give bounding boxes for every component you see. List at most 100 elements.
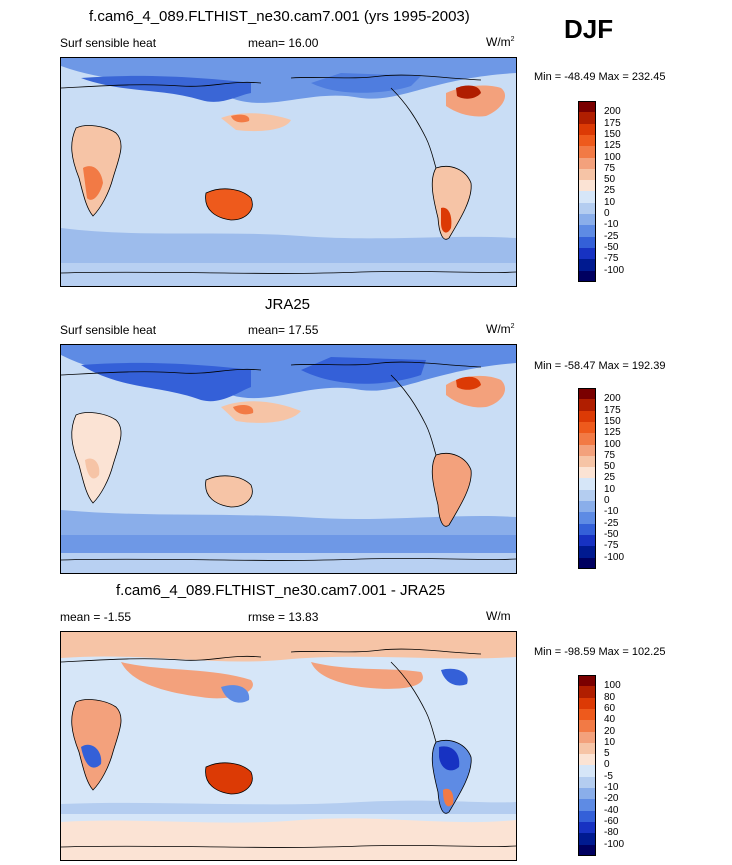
colorbar-label: 20 bbox=[604, 725, 616, 737]
panel-3-mean-label: mean = -1.55 bbox=[60, 610, 132, 624]
colorbar-swatch bbox=[578, 478, 596, 491]
panel-1-title: f.cam6_4_089.FLTHIST_ne30.cam7.001 (yrs … bbox=[89, 8, 470, 25]
colorbar-swatch bbox=[578, 765, 596, 778]
colorbar-swatch bbox=[578, 534, 596, 547]
colorbar-swatch bbox=[578, 191, 596, 204]
colorbar-swatch bbox=[578, 388, 596, 400]
colorbar-swatch bbox=[578, 720, 596, 732]
colorbar-label: 50 bbox=[604, 461, 616, 473]
colorbar-label: -100 bbox=[604, 838, 625, 850]
colorbar-swatch bbox=[578, 821, 596, 834]
colorbar-swatch bbox=[578, 708, 596, 721]
colorbar-swatch bbox=[578, 697, 596, 710]
colorbar-swatch bbox=[578, 788, 596, 800]
colorbar-swatch bbox=[578, 123, 596, 136]
panel-1-map bbox=[60, 57, 517, 287]
colorbar-swatch bbox=[578, 421, 596, 434]
colorbar-label: 75 bbox=[604, 449, 616, 461]
colorbar-swatch bbox=[578, 754, 596, 766]
panel-3-title: f.cam6_4_089.FLTHIST_ne30.cam7.001 - JRA… bbox=[116, 582, 446, 599]
colorbar-label: 10 bbox=[604, 736, 616, 748]
colorbar-swatch bbox=[578, 512, 596, 525]
colorbar-label: 0 bbox=[604, 759, 610, 771]
colorbar-label: 0 bbox=[604, 208, 610, 219]
colorbar-swatch bbox=[578, 202, 596, 215]
colorbar-swatch bbox=[578, 810, 596, 823]
panel-1-units: W/m2 bbox=[486, 35, 515, 49]
colorbar-swatch bbox=[578, 101, 596, 113]
panel-1-variable-label: Surf sensible heat bbox=[60, 36, 157, 50]
colorbar-swatch bbox=[578, 214, 596, 226]
colorbar-label: -10 bbox=[604, 782, 619, 793]
colorbar-label: -50 bbox=[604, 241, 619, 253]
colorbar-label: 50 bbox=[604, 174, 616, 186]
panel-3-rmse-label: rmse = 13.83 bbox=[248, 610, 319, 624]
panel-1-colorbar: 200 175 150 125 100 75 50 25 10 0 -10 -25 -50 -75 -100 bbox=[578, 101, 638, 283]
colorbar-label: 60 bbox=[604, 702, 616, 714]
colorbar-swatch bbox=[578, 523, 596, 536]
panel-2-variable-label: Surf sensible heat bbox=[60, 323, 157, 337]
colorbar-swatch bbox=[578, 410, 596, 423]
panel-1-minmax: Min = -48.49 Max = 232.45 bbox=[534, 71, 666, 83]
colorbar-label: -60 bbox=[604, 815, 619, 827]
colorbar-swatch bbox=[578, 489, 596, 502]
colorbar-label: -100 bbox=[604, 264, 625, 276]
colorbar-label: 10 bbox=[604, 483, 616, 495]
colorbar-label: 100 bbox=[604, 680, 621, 692]
colorbar-swatch bbox=[578, 399, 596, 412]
colorbar-label: 175 bbox=[604, 404, 621, 416]
colorbar-swatch bbox=[578, 168, 596, 181]
panel-2-mean-label: mean= 17.55 bbox=[248, 323, 319, 337]
panel-2-minmax: Min = -58.47 Max = 192.39 bbox=[534, 360, 666, 372]
colorbar-swatch bbox=[578, 455, 596, 468]
colorbar-swatch bbox=[578, 686, 596, 699]
colorbar-swatch bbox=[578, 742, 596, 755]
colorbar-swatch bbox=[578, 180, 596, 192]
colorbar-label: -25 bbox=[604, 230, 619, 242]
panel-2-title: JRA25 bbox=[265, 296, 311, 313]
colorbar-swatch bbox=[578, 236, 596, 249]
colorbar-label: -50 bbox=[604, 528, 619, 540]
colorbar-swatch bbox=[578, 776, 596, 789]
colorbar-label: 100 bbox=[604, 151, 621, 163]
colorbar-swatch bbox=[578, 259, 596, 271]
colorbar-swatch bbox=[578, 557, 596, 570]
colorbar-label: 100 bbox=[604, 438, 621, 450]
colorbar-label: -5 bbox=[604, 770, 613, 782]
colorbar-swatch bbox=[578, 731, 596, 744]
colorbar-label: -75 bbox=[604, 253, 619, 265]
colorbar-label: -80 bbox=[604, 827, 619, 839]
colorbar-swatch bbox=[578, 467, 596, 479]
panel-2-map bbox=[60, 344, 517, 574]
colorbar-label: 75 bbox=[604, 162, 616, 174]
colorbar-swatch bbox=[578, 247, 596, 260]
panel-3-map bbox=[60, 631, 517, 861]
colorbar-label: -40 bbox=[604, 804, 619, 816]
colorbar-swatch bbox=[578, 844, 596, 857]
season-label: DJF bbox=[564, 14, 614, 44]
colorbar-label: 40 bbox=[604, 714, 616, 726]
colorbar-label: 200 bbox=[604, 106, 621, 118]
colorbar-swatch bbox=[578, 799, 596, 812]
colorbar-swatch bbox=[578, 157, 596, 170]
colorbar-swatch bbox=[578, 675, 596, 687]
colorbar-label: 0 bbox=[604, 495, 610, 506]
colorbar-label: 125 bbox=[604, 140, 621, 152]
colorbar-label: -100 bbox=[604, 551, 625, 563]
colorbar-label: 150 bbox=[604, 128, 621, 140]
colorbar-swatch bbox=[578, 833, 596, 845]
panel-3-colorbar: 100 80 60 40 20 10 5 0 -5 -10 -20 -40 -60 -80 -100 bbox=[578, 675, 638, 857]
panel-1-mean-label: mean= 16.00 bbox=[248, 36, 319, 50]
colorbar-swatch bbox=[578, 444, 596, 457]
colorbar-label: -20 bbox=[604, 793, 619, 805]
colorbar-label: -10 bbox=[604, 506, 619, 518]
panel-3-units: W/m bbox=[486, 609, 511, 623]
colorbar-label: 25 bbox=[604, 185, 616, 197]
panel-2-units: W/m2 bbox=[486, 322, 515, 336]
colorbar-label: 80 bbox=[604, 691, 616, 703]
colorbar-label: 5 bbox=[604, 748, 610, 760]
colorbar-label: -10 bbox=[604, 219, 619, 231]
colorbar-swatch bbox=[578, 546, 596, 558]
colorbar-label: 125 bbox=[604, 427, 621, 439]
colorbar-swatch bbox=[578, 134, 596, 147]
